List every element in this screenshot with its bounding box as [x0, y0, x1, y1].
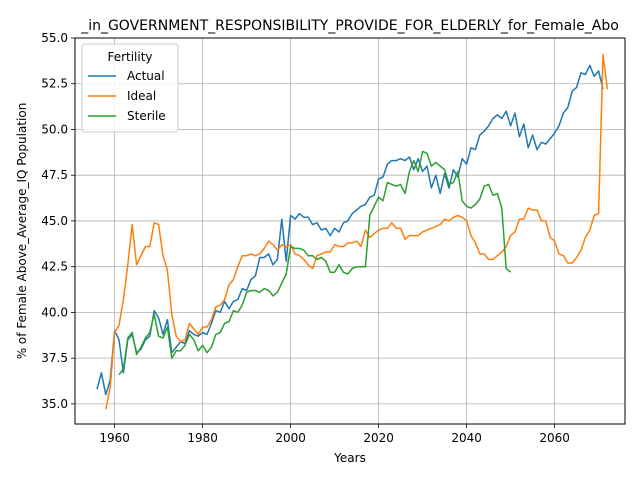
x-tick-label: 2060 [539, 431, 570, 445]
y-axis-label: % of Female Above_Average_IQ Population [15, 103, 29, 360]
series-lines [96, 53, 609, 410]
y-tick-label: 42.5 [41, 260, 68, 274]
legend-title: Fertility [107, 50, 152, 64]
y-tick-label: 45.0 [41, 214, 68, 228]
y-tick-label: 50.0 [41, 122, 68, 136]
y-tick-label: 47.5 [41, 168, 68, 182]
y-tick-label: 37.5 [41, 351, 68, 365]
y-axis-ticks: 35.0 37.5 40.0 42.5 45.0 47.5 50.0 52.5 55.0 [41, 31, 75, 411]
legend-label-actual: Actual [127, 69, 165, 83]
series-line-sterile [118, 150, 512, 376]
chart-title: _in_GOVERNMENT_RESPONSIBILITY_PROVIDE_FO… [80, 18, 619, 34]
x-axis-label: Years [333, 451, 366, 465]
y-tick-label: 35.0 [41, 397, 68, 411]
legend-box [81, 43, 179, 133]
y-tick-label: 52.5 [41, 77, 68, 91]
legend-label-sterile: Sterile [127, 109, 166, 123]
legend-label-ideal: Ideal [127, 89, 156, 103]
legend: Fertility Actual Ideal Sterile [81, 43, 179, 133]
plot-area-frame [74, 37, 626, 425]
x-tick-label: 1960 [99, 431, 130, 445]
series-line-ideal [105, 53, 609, 410]
x-tick-label: 1980 [187, 431, 218, 445]
x-tick-label: 2000 [275, 431, 306, 445]
y-tick-label: 40.0 [41, 305, 68, 319]
x-tick-label: 2040 [451, 431, 482, 445]
x-tick-label: 2020 [363, 431, 394, 445]
y-tick-label: 55.0 [41, 31, 68, 45]
x-axis-ticks: 1960 1980 2000 2020 2040 2060 [99, 424, 570, 445]
